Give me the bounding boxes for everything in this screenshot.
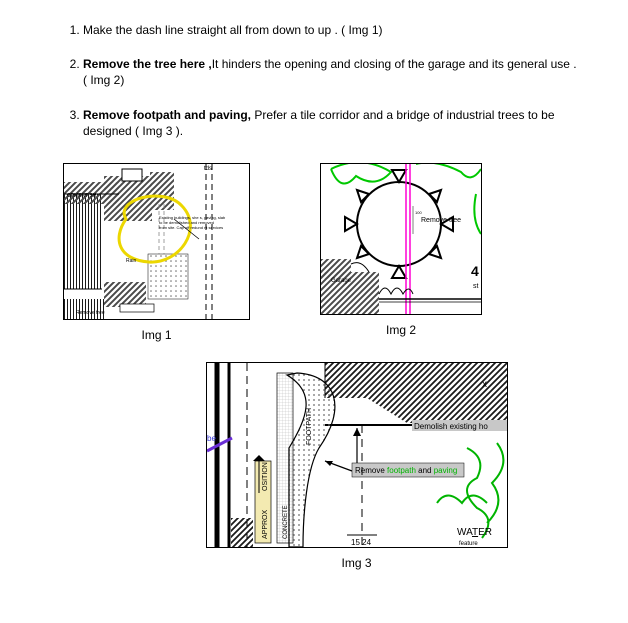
svg-text:Remove tree: Remove tree: [76, 310, 105, 316]
note-item-3: Remove footpath and paving, Prefer a til…: [83, 107, 588, 139]
figure-2-caption: Img 2: [386, 323, 416, 337]
note-2-lead: Remove the tree here ,: [83, 57, 212, 71]
note-2-ref: ( Img 2): [83, 73, 124, 87]
img2-label-remove-tree: Remove tree: [421, 217, 461, 224]
figure-3-column: be APPROX OSITION FOOTPATH CONCRETE Remo…: [125, 362, 588, 570]
img2-side-sub: st: [473, 283, 479, 290]
note-1-ref: ( Img 1): [338, 23, 383, 37]
img3-vtext-footpath: FOOTPATH: [306, 408, 313, 445]
svg-text:feature: feature: [459, 541, 478, 547]
figure-1-svg: Existing buildings, she s, paving, slab …: [63, 163, 250, 320]
img2-label-garage: Garage: [331, 278, 352, 284]
note-2-body: It hinders the opening and closing of th…: [212, 57, 577, 71]
svg-text:CEMENT SH: CEMENT SH: [67, 193, 97, 199]
img2-side-num: 4: [471, 263, 479, 279]
img3-label-demolish: Demolish existing ho: [414, 422, 488, 431]
note-item-2: Remove the tree here ,It hinders the ope…: [83, 56, 588, 88]
img1-text-line-3: from site. Cap off redund nt services: [159, 225, 223, 230]
img3-corner-sym: x: [482, 379, 487, 390]
img1-tick-label: tds: [204, 166, 212, 172]
note-item-1: Make the dash line straight all from dow…: [83, 22, 588, 38]
note-3-lead: Remove footpath and paving,: [83, 108, 251, 122]
img3-vtext-approx: APPROX: [262, 509, 269, 539]
document-page: Make the dash line straight all from dow…: [0, 0, 628, 590]
figure-2-column: Remove tree Garage 4 st 100 Img 2: [320, 163, 482, 342]
img3-vtext-concrete: CONCRETE: [283, 505, 289, 539]
img1-label-rain: Rain: [126, 258, 137, 264]
img3-vtext-position: OSITION: [262, 462, 269, 491]
svg-text:100: 100: [415, 210, 422, 215]
notes-list: Make the dash line straight all from dow…: [55, 22, 588, 139]
figure-1-column: Existing buildings, she s, paving, slab …: [63, 163, 250, 342]
img3-dim-text: 15 24: [351, 538, 372, 547]
figure-3-svg: be APPROX OSITION FOOTPATH CONCRETE Remo…: [206, 362, 508, 548]
note-1-text: Make the dash line straight all from dow…: [83, 23, 338, 37]
figure-3-caption: Img 3: [341, 556, 371, 570]
img3-label-remove: Remove footpath and paving: [355, 466, 457, 475]
svg-text:be: be: [207, 434, 216, 443]
figure-row-top: Existing buildings, she s, paving, slab …: [63, 163, 588, 342]
figure-1-caption: Img 1: [141, 328, 171, 342]
img3-label-water: WATER: [457, 527, 492, 538]
figure-2-svg: Remove tree Garage 4 st 100: [320, 163, 482, 315]
